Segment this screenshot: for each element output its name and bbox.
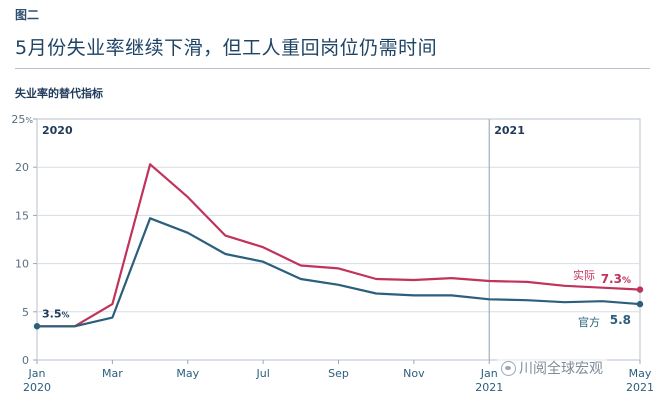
x-tick-label: Mar [102,367,123,380]
wechat-icon [501,360,516,376]
chart-headline: 5月份失业率继续下滑，但工人重回岗位仍需时间 [15,37,438,59]
y-tick-label: 5 [22,306,29,319]
x-tick-label: Jul [255,367,269,380]
series-name-label: 官方 [578,315,600,329]
y-tick-label: 20 [15,161,29,174]
x-tick-label: Jan [480,367,498,380]
start-point [33,323,41,330]
x-tick-label: May [629,367,652,380]
x-tick-sublabel: 2021 [626,381,654,394]
watermark: 川阅全球宏观 [497,358,607,378]
y-tick-label: 10 [15,258,29,271]
y-tick-label: 15 [15,209,29,222]
x-tick-label: Jan [28,367,46,380]
chart-subtitle: 失业率的替代指标 [15,87,103,100]
x-tick-sublabel: 2021 [475,381,503,394]
series-end-value: 5.8 [610,313,631,327]
x-tick-label: Sep [328,367,349,380]
period-label: 2020 [42,124,73,137]
watermark-text: 川阅全球宏观 [519,361,603,377]
x-tick-label: Nov [403,367,425,380]
period-label: 2021 [494,124,525,137]
series-name-label: 实际 [573,268,595,282]
series-line-actual [37,163,641,328]
series-end-point [636,286,644,293]
y-tick-label: 25% [11,113,33,126]
series-end-value: 7.3% [601,272,631,286]
series-line-official [37,217,641,328]
title-divider [15,68,650,69]
figure-label: 图二 [15,8,40,22]
x-tick-sublabel: 2020 [23,381,51,394]
plot-frame [36,118,641,361]
y-tick-label: 0 [22,354,29,367]
series-end-point [636,300,644,308]
start-value-label: 3.5% [42,307,70,320]
x-tick-label: May [176,367,199,380]
